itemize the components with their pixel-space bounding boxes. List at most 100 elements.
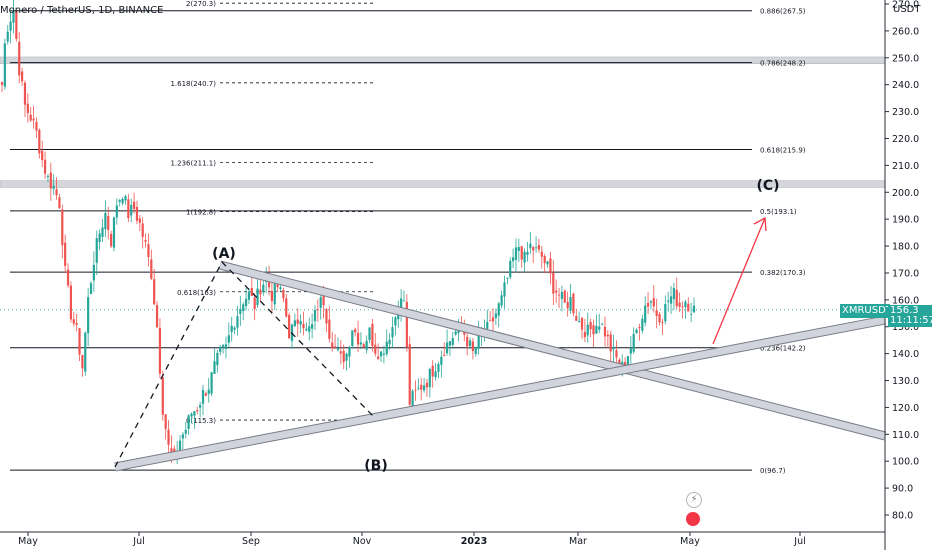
price-axis: 80.0 90.0 100.0 110.0 120.0 130.0 140.0 150.0 16… [884,0,919,550]
candle-body [72,319,75,324]
candle-body [592,325,595,335]
lightning-icon[interactable]: ⚡ [686,492,702,508]
fib-extension-label: 2(270.3) [186,0,216,8]
candle [417,378,420,391]
candle [385,329,388,357]
candle [586,312,589,343]
candle-body [397,313,400,320]
ascending-trendline [114,316,886,471]
candle-body [589,321,592,330]
candle-body [646,303,650,307]
y-tick-label: 150.0 [892,322,919,333]
candle-body [678,302,681,307]
candle [221,343,225,354]
candle [153,269,156,306]
candle [601,322,604,325]
candle-body [609,334,612,352]
candle-body [296,319,299,324]
candle [216,349,219,373]
candle-body [112,217,116,248]
candle [43,151,47,179]
candle-body [305,328,308,331]
us-flag-icon[interactable] [686,512,700,526]
candle [345,352,348,371]
candle-body [104,213,107,230]
candle-body [687,303,690,312]
candle [422,377,426,393]
candle [563,289,566,303]
candle-body [569,296,572,311]
candle-body [158,327,162,374]
candle-body [445,342,449,354]
candle [486,309,489,331]
y-tick-label: 190.0 [892,215,919,226]
candle [58,193,61,209]
candle-body [144,240,147,242]
candle [543,254,546,274]
candle [526,241,529,262]
candle [3,38,6,90]
candle-body [313,310,317,322]
candle [359,332,363,350]
candle-body [557,294,561,296]
candle-body [328,319,331,339]
candle [75,314,78,332]
candle-body [345,353,348,361]
candle [517,238,520,262]
candle-body [107,215,110,230]
candle-body [626,356,630,367]
candle [161,370,164,421]
fib-extension-label: 1.618(240.7) [170,80,216,88]
candle-body [250,288,253,297]
candle [572,292,575,317]
candle [342,344,345,370]
candle-body [12,10,15,23]
x-tick-label: Jul [132,536,144,547]
candle [612,334,615,363]
candle [164,414,167,440]
candle [92,251,95,292]
candle [667,291,670,312]
candle-body [138,218,141,223]
candle-body [514,247,518,260]
candle-body [227,335,230,343]
candle [428,367,431,398]
candle [532,245,535,263]
candle [598,313,601,333]
candle [12,0,15,34]
candle [523,248,526,272]
projection-arrow-line [712,217,766,345]
candle [52,174,55,195]
candle-body [201,390,205,404]
candle-body [256,288,259,306]
candle-body [629,348,632,354]
candle [649,300,653,310]
candle [443,342,446,357]
candle-body [288,314,291,339]
candle [529,231,532,255]
abc-wave-path [114,260,376,468]
candle-body [98,233,101,243]
candle-body [285,298,288,317]
candle [537,238,541,253]
wave-label: (C) [756,178,779,194]
candle-body [655,310,658,317]
candle [187,414,190,435]
time-axis: May Jul Sep Nov 2023 Mar May Jul [0,531,885,547]
candle [503,275,506,309]
candle [655,298,658,329]
candle-body [78,328,81,355]
candle-body [580,317,584,330]
candle [78,328,81,362]
candle-body [434,371,437,378]
candle-body [382,353,385,355]
candle-body [216,352,219,366]
candle [681,301,684,319]
candle-body [3,43,6,87]
candle-body [606,334,609,337]
wave-label: (A) [212,246,236,262]
candle [199,401,202,418]
candle-body [675,289,678,307]
candle [583,318,586,343]
